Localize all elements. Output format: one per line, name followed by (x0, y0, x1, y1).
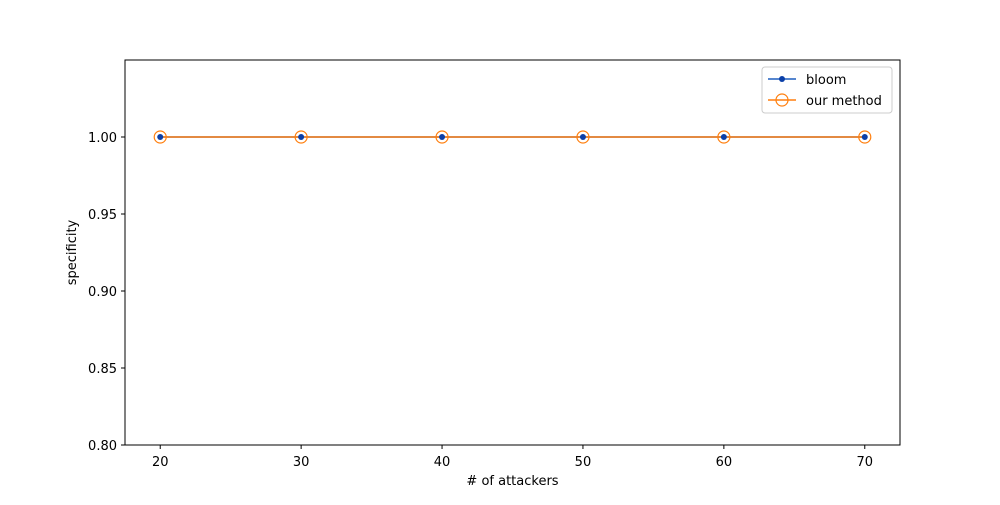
x-tick-label: 60 (716, 455, 733, 470)
legend-marker-our-method (775, 93, 789, 107)
legend-marker-bloom (779, 76, 785, 82)
data-point-our-method (153, 130, 167, 144)
y-tick-label: 0.80 (88, 439, 117, 454)
y-tick-label: 0.90 (88, 285, 117, 300)
data-point-our-method (858, 130, 872, 144)
data-point-bloom (579, 134, 586, 140)
y-tick-label: 1.00 (88, 131, 117, 146)
data-point-bloom (439, 134, 446, 140)
data-point-our-method (435, 130, 449, 144)
data-point-our-method (576, 130, 590, 144)
legend: bloom our method (761, 66, 893, 114)
legend-label-bloom: bloom (806, 73, 846, 88)
x-axis-label: # of attackers (466, 474, 558, 489)
x-axis: 20 30 40 50 60 70 (152, 445, 873, 470)
plot-frame (124, 59, 901, 446)
x-tick-label: 50 (575, 455, 592, 470)
data-point-our-method (294, 130, 308, 144)
x-tick-label: 70 (856, 455, 873, 470)
y-tick-label: 0.85 (88, 362, 117, 377)
y-tick-label: 0.95 (88, 208, 117, 223)
data-point-bloom (720, 134, 727, 140)
y-axis-label: specificity (65, 219, 80, 285)
x-tick-label: 30 (293, 455, 310, 470)
data-point-bloom (861, 134, 868, 140)
y-axis: 0.80 0.85 0.90 0.95 1.00 (88, 131, 125, 454)
data-point-our-method (717, 130, 731, 144)
x-tick-label: 40 (434, 455, 451, 470)
legend-label-our-method: our method (806, 94, 882, 109)
series-layer (153, 130, 872, 144)
data-point-bloom (157, 134, 164, 140)
x-tick-label: 20 (152, 455, 169, 470)
data-point-bloom (298, 134, 305, 140)
